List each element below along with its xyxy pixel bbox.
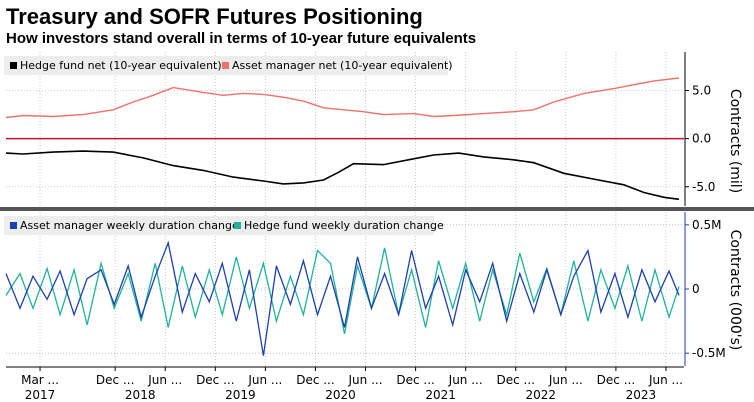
legend-label-asset-weekly: Asset manager weekly duration change: [20, 219, 239, 232]
legend-swatch-hedge-net: [10, 62, 17, 69]
x-tick-label-1: Dec ...: [96, 373, 134, 387]
bottom-panel: Asset manager weekly duration change Hed…: [4, 212, 743, 366]
top-y-tick-label-2: -5.0: [692, 180, 715, 194]
bottom-y-tick-label-1: 0: [692, 282, 700, 296]
bottom-y-tick-label-0: 0.5M: [692, 218, 721, 232]
legend-label-hedge-weekly: Hedge fund weekly duration change: [244, 219, 444, 232]
chart-title: Treasury and SOFR Futures Positioning: [6, 4, 423, 29]
x-tick-label-9: Dec ...: [497, 373, 535, 387]
panel-divider: [0, 207, 754, 211]
legend-label-hedge-net: Hedge fund net (10-year equivalent): [20, 59, 222, 72]
top-gridlines: [6, 52, 684, 206]
legend-label-asset-net: Asset manager net (10-year equivalent): [232, 59, 453, 72]
bottom-legend: [4, 216, 434, 235]
x-tick-label-4: Jun ...: [247, 373, 282, 387]
legend-swatch-hedge-weekly: [234, 222, 241, 229]
chart-subtitle: How investors stand overall in terms of …: [6, 30, 477, 47]
bottom-y-axis-label: Contracts (000's): [727, 230, 743, 351]
x-tick-label-11: Dec ...: [597, 373, 635, 387]
bottom-y-tick-label-2: -0.5M: [692, 346, 726, 360]
x-tick-label-3: Dec ...: [196, 373, 234, 387]
x-year-label-2: 2019: [225, 388, 256, 402]
top-y-axis-label: Contracts (mil): [727, 89, 743, 193]
x-tick-label-10: Jun ...: [548, 373, 583, 387]
legend-swatch-asset-weekly: [10, 222, 17, 229]
top-y-tick-label-1: 0.0: [692, 132, 711, 146]
top-y-ticks: 5.0 0.0 -5.0: [685, 84, 715, 194]
series-line-asset-net: [5, 77, 680, 119]
legend-swatch-asset-net: [222, 62, 229, 69]
x-year-label-3: 2020: [325, 388, 356, 402]
series-line-hedge-weekly: [5, 247, 680, 335]
series-line-hedge-net: [5, 150, 680, 201]
top-y-tick-label-0: 5.0: [692, 84, 711, 98]
x-tick-label-0: Mar ...: [21, 373, 59, 387]
x-tick-label-8: Jun ...: [448, 373, 483, 387]
x-axis: Mar ... Dec ... Jun ... Dec ... Jun ... Dec .…: [6, 366, 684, 402]
x-tick-label-2: Jun ...: [147, 373, 182, 387]
x-year-label-5: 2022: [526, 388, 557, 402]
x-tick-label-6: Jun ...: [348, 373, 383, 387]
x-year-label-0: 2017: [25, 388, 56, 402]
x-year-label-4: 2021: [425, 388, 456, 402]
x-tick-label-12: Jun ...: [648, 373, 683, 387]
bottom-y-ticks: 0.5M 0 -0.5M: [685, 218, 726, 360]
series-line-asset-weekly: [5, 240, 680, 356]
x-tick-label-5: Dec ...: [296, 373, 334, 387]
x-year-label-1: 2018: [125, 388, 156, 402]
x-year-label-6: 2023: [626, 388, 657, 402]
x-tick-label-7: Dec ...: [396, 373, 434, 387]
top-panel: Hedge fund net (10-year equivalent) Asse…: [4, 52, 743, 206]
